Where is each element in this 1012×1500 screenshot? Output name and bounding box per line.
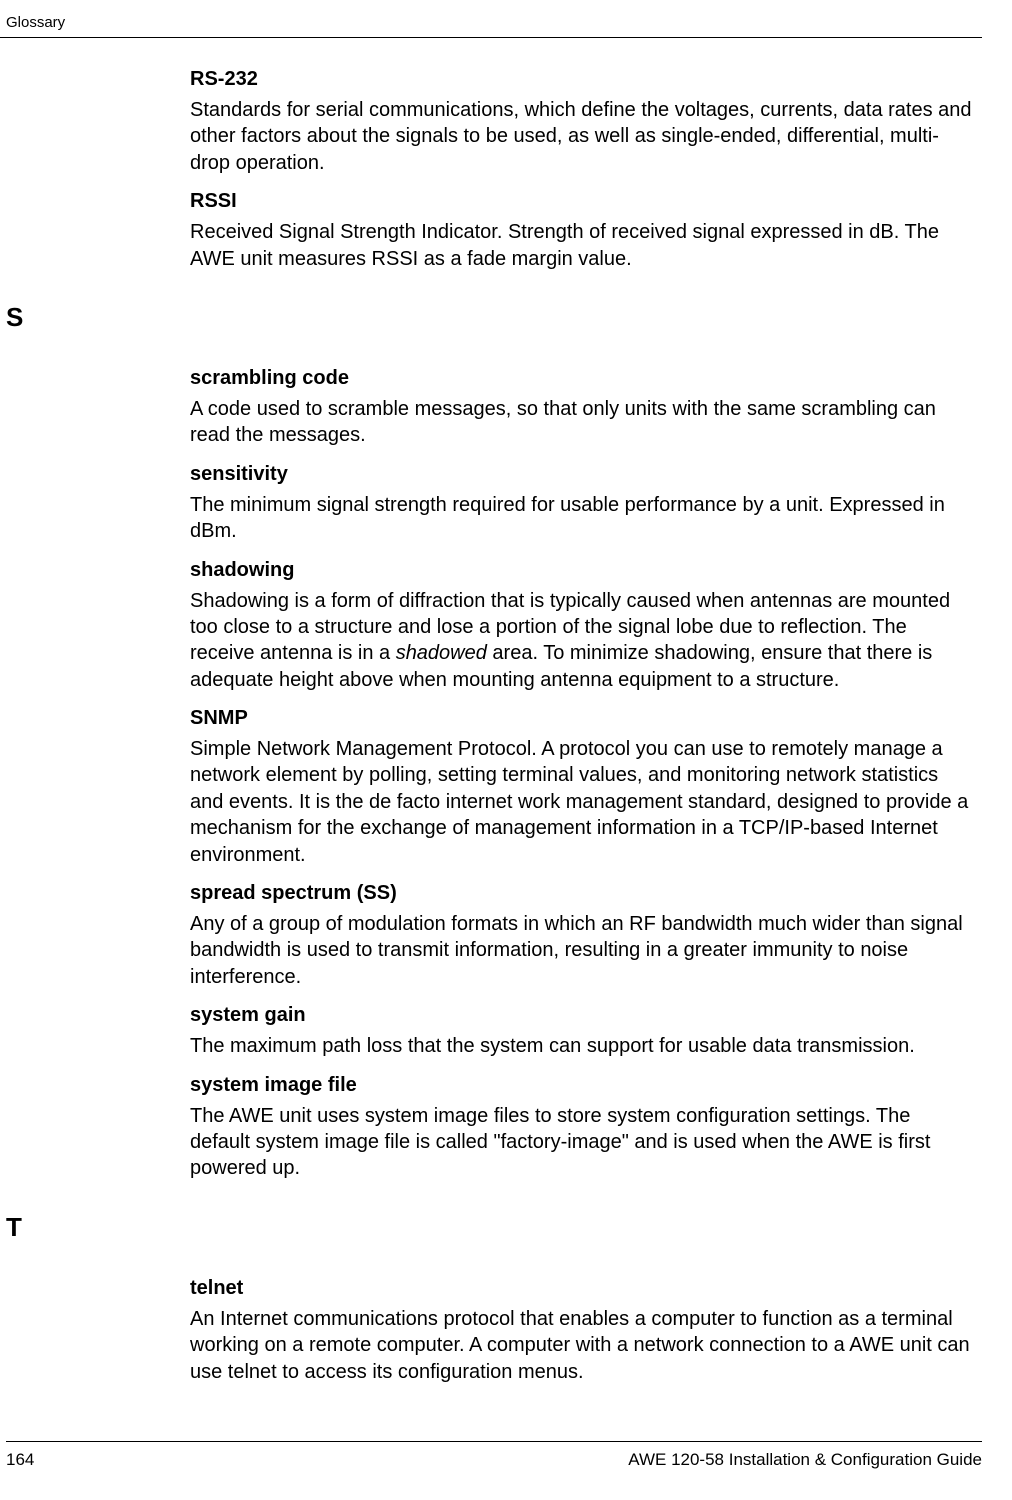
glossary-term: SNMP [190,707,974,730]
content-block-s: scrambling code A code used to scramble … [190,367,974,1182]
section-letter-s: S [6,302,982,333]
glossary-term: system gain [190,1004,974,1027]
glossary-term: spread spectrum (SS) [190,882,974,905]
glossary-definition: An Internet communications protocol that… [190,1306,974,1385]
glossary-definition: Standards for serial communications, whi… [190,97,974,176]
glossary-term: shadowing [190,559,974,582]
glossary-term: scrambling code [190,367,974,390]
glossary-definition: The maximum path loss that the system ca… [190,1033,974,1059]
footer-rule [6,1441,982,1442]
glossary-term: RSSI [190,190,974,213]
glossary-definition: Simple Network Management Protocol. A pr… [190,736,974,868]
glossary-term: sensitivity [190,463,974,486]
page-number: 164 [6,1450,34,1470]
page-footer: 164 AWE 120-58 Installation & Configurat… [0,1441,1012,1470]
glossary-definition: The AWE unit uses system image files to … [190,1103,974,1182]
footer-row: 164 AWE 120-58 Installation & Configurat… [6,1450,982,1470]
glossary-definition: A code used to scramble messages, so tha… [190,396,974,449]
definition-text-italic: shadowed [396,642,487,664]
section-letter-t: T [6,1212,982,1243]
glossary-definition: Any of a group of modulation formats in … [190,911,974,990]
running-header: Glossary [6,14,982,31]
glossary-definition: Shadowing is a form of diffraction that … [190,588,974,694]
content-block-t: telnet An Internet communications protoc… [190,1277,974,1385]
glossary-term: RS-232 [190,68,974,91]
glossary-definition: The minimum signal strength required for… [190,492,974,545]
header-rule [0,37,982,38]
glossary-definition: Received Signal Strength Indicator. Stre… [190,219,974,272]
doc-title: AWE 120-58 Installation & Configuration … [628,1450,982,1470]
content-block-top: RS-232 Standards for serial communicatio… [190,68,974,272]
page: Glossary RS-232 Standards for serial com… [0,0,1012,1500]
glossary-term: telnet [190,1277,974,1300]
glossary-term: system image file [190,1074,974,1097]
